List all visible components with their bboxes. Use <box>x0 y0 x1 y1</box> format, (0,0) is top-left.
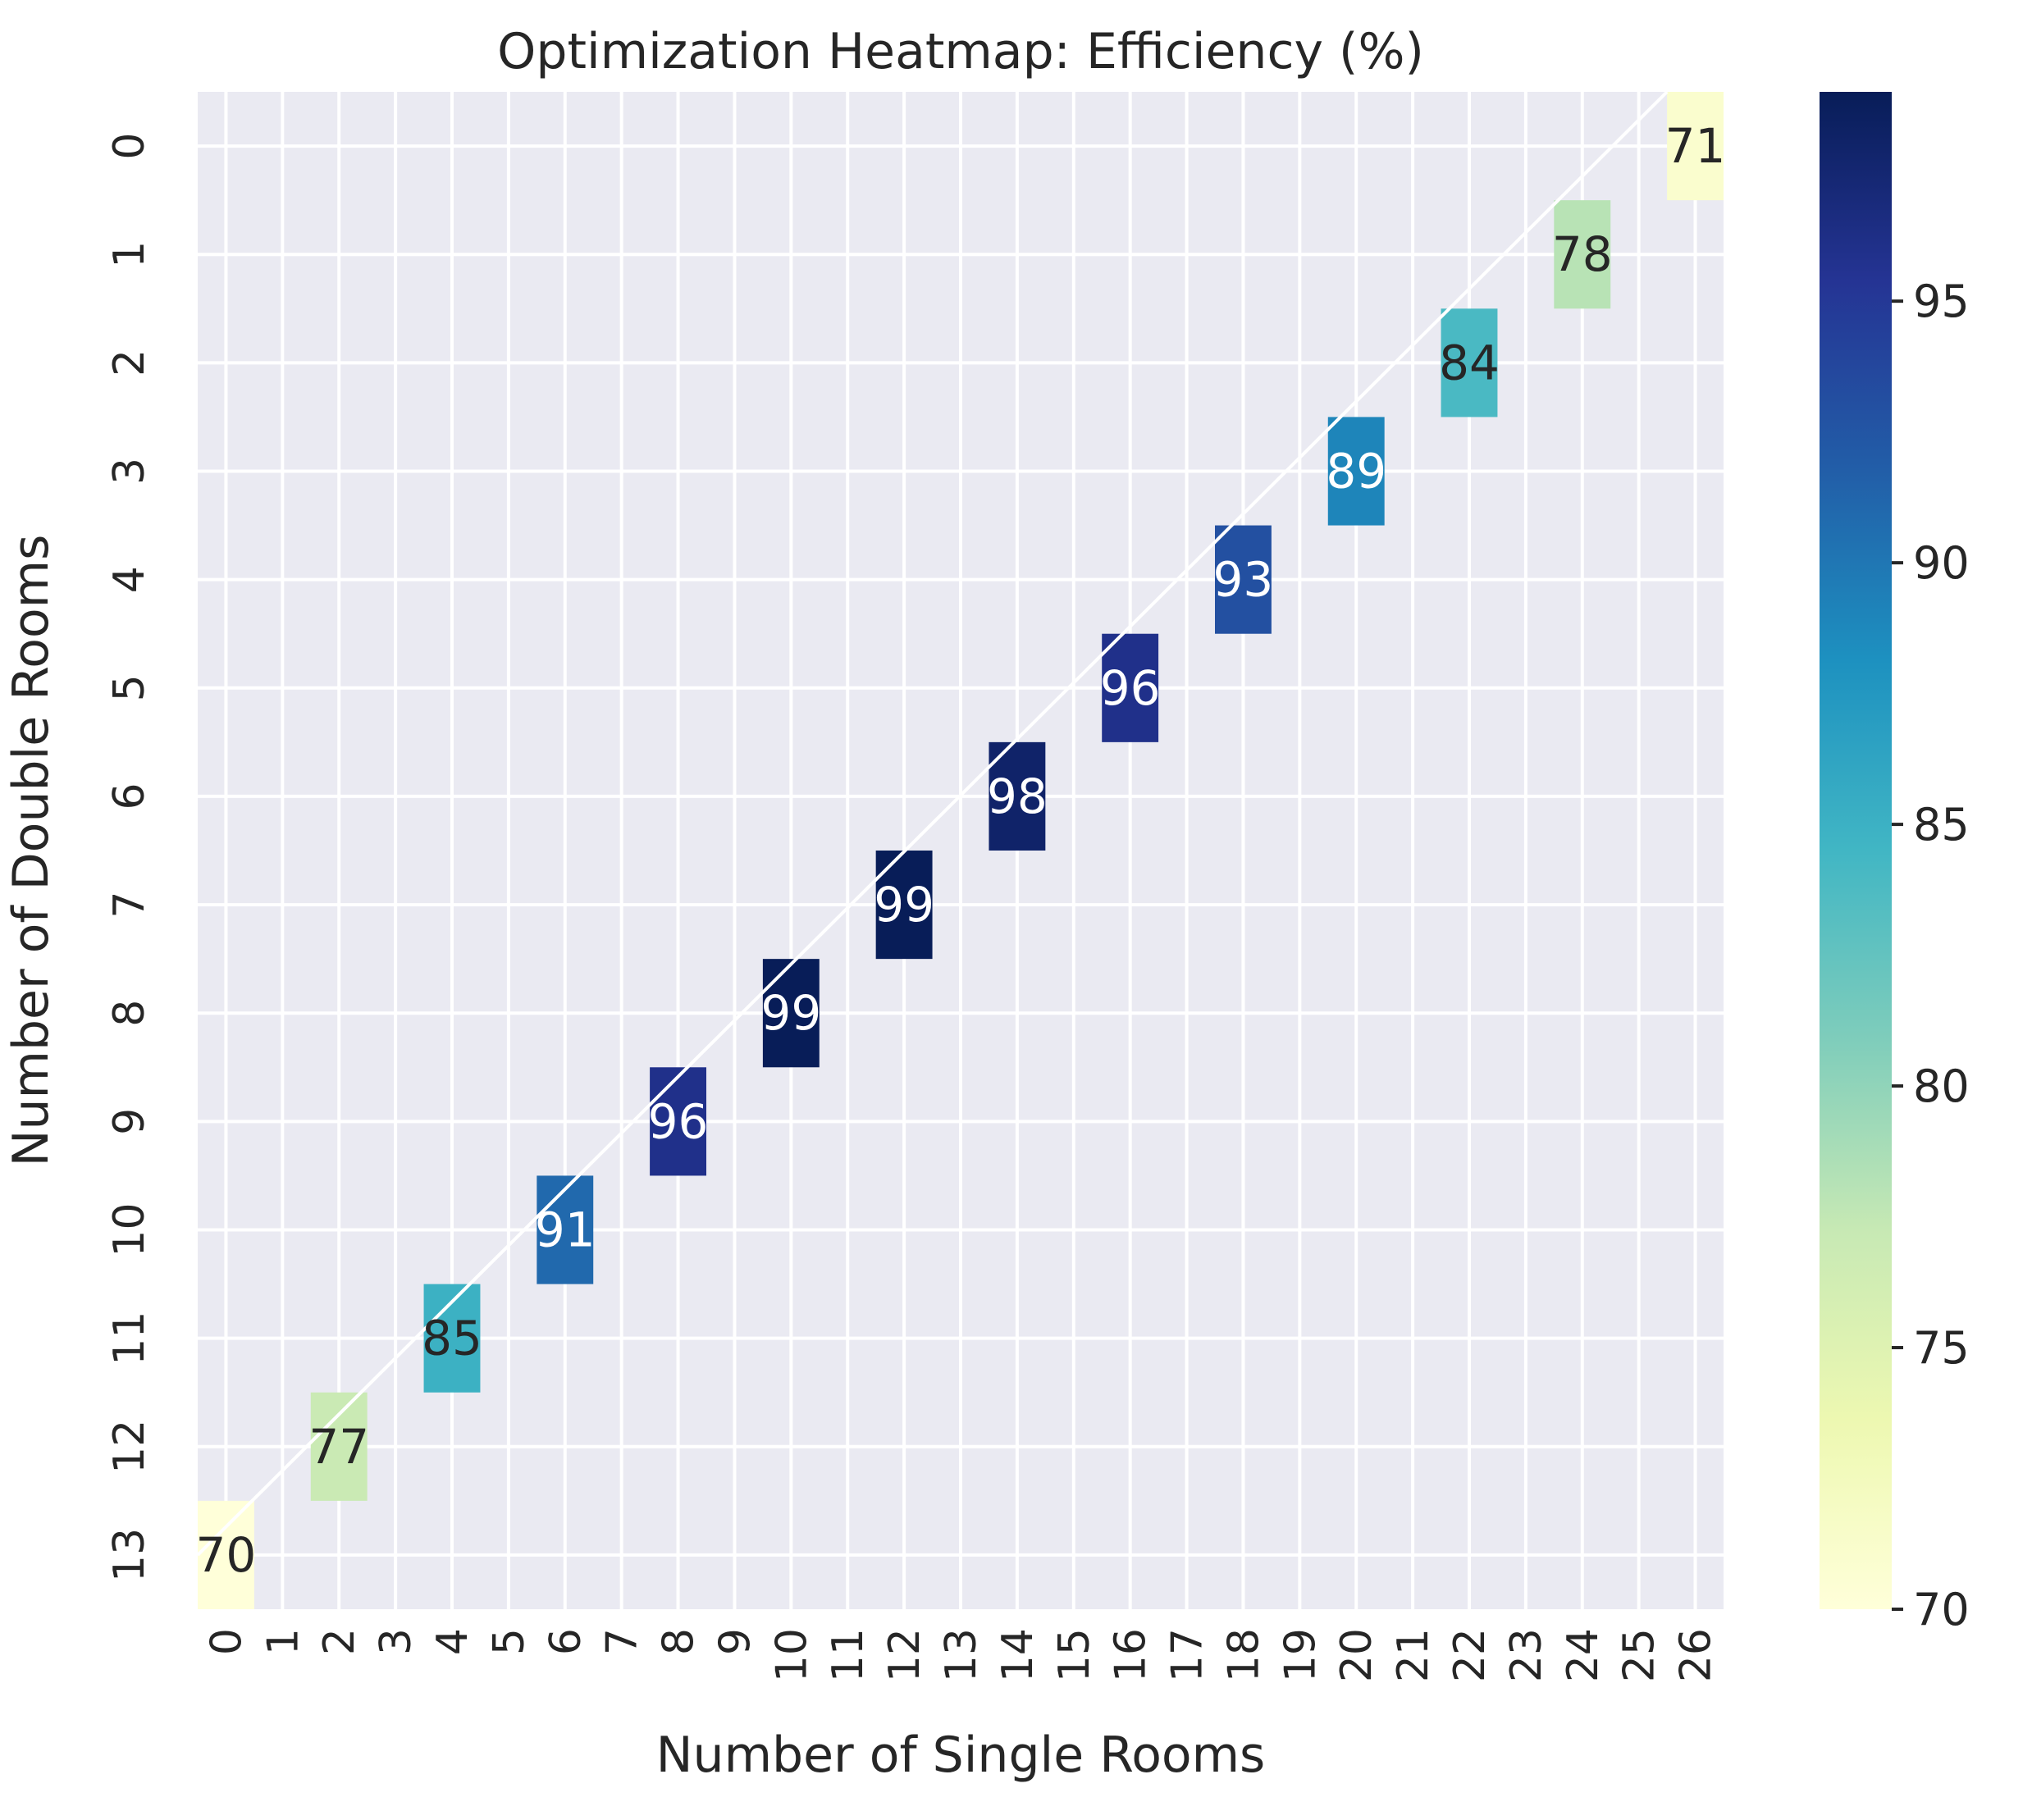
x-tick-label: 21 <box>1389 1628 1438 1682</box>
x-tick-label: 0 <box>202 1628 251 1655</box>
heatmap-cell <box>537 1175 594 1284</box>
x-axis-label: Number of Single Rooms <box>656 1726 1266 1784</box>
cell-labels: 71 78 84 89 93 96 98 99 99 96 91 85 77 70 <box>196 118 1726 1583</box>
y-tick-label: 12 <box>105 1420 154 1474</box>
cell-value-label: 98 <box>987 769 1048 824</box>
x-tick-label: 25 <box>1615 1628 1664 1682</box>
x-tick-label: 24 <box>1559 1628 1608 1682</box>
x-tick-label: 20 <box>1332 1628 1381 1682</box>
y-tick-label: 9 <box>105 1108 154 1135</box>
grid <box>198 92 1724 1609</box>
cell-value-label: 99 <box>760 985 821 1041</box>
colorbar-tick-label: 80 <box>1913 1061 1970 1112</box>
x-tick-label: 16 <box>1107 1628 1156 1682</box>
heatmap-cell <box>1441 308 1498 417</box>
x-tick-label: 8 <box>655 1628 704 1655</box>
x-tick-label: 14 <box>993 1628 1043 1682</box>
x-tick-label: 6 <box>541 1628 591 1655</box>
y-tick-label: 10 <box>105 1202 154 1257</box>
colorbar-tick-label: 70 <box>1913 1584 1970 1635</box>
cell-value-label: 70 <box>196 1527 257 1583</box>
y-tick-label: 2 <box>105 349 154 376</box>
x-tick-label: 17 <box>1163 1628 1212 1682</box>
x-tick-label: 26 <box>1672 1628 1721 1682</box>
x-tick-label: 15 <box>1050 1628 1099 1682</box>
heatmap-cell <box>1554 200 1611 309</box>
cell-value-label: 71 <box>1665 118 1726 174</box>
heatmap-cell <box>989 741 1046 851</box>
x-tick-label: 1 <box>258 1628 308 1655</box>
colorbar-tick-label: 85 <box>1913 799 1970 851</box>
cell-value-label: 77 <box>308 1419 369 1475</box>
cell-value-label: 96 <box>648 1093 709 1149</box>
x-tick-label: 9 <box>710 1628 760 1655</box>
colorbar-tick-label: 75 <box>1913 1322 1970 1374</box>
colorbar-tick-label: 90 <box>1913 537 1970 589</box>
x-tick-label: 12 <box>880 1628 929 1682</box>
heatmap-cell <box>1215 525 1272 634</box>
cell-value-label: 78 <box>1552 226 1613 282</box>
y-tick-label: 0 <box>105 133 154 160</box>
heatmap-cells <box>198 92 1724 1609</box>
y-tick-label: 13 <box>105 1528 154 1582</box>
cell-value-label: 96 <box>1100 660 1161 716</box>
x-tick-label: 7 <box>598 1628 647 1655</box>
heatmap-cell <box>1102 633 1159 742</box>
heatmap-cell <box>1667 92 1724 201</box>
heatmap-cell <box>310 1392 368 1501</box>
heatmap-cell <box>198 1500 254 1609</box>
x-tick-label: 13 <box>937 1628 986 1682</box>
colorbar <box>1820 92 1892 1609</box>
x-tick-label: 23 <box>1502 1628 1551 1682</box>
cell-value-label: 84 <box>1439 335 1500 390</box>
y-tick-label: 5 <box>105 674 154 701</box>
x-tick-label: 18 <box>1219 1628 1268 1682</box>
y-tick-label: 7 <box>105 892 154 919</box>
heatmap-cell <box>650 1067 706 1176</box>
y-tick-label: 4 <box>105 566 154 593</box>
x-tick-label: 5 <box>485 1628 534 1655</box>
cell-value-label: 89 <box>1326 444 1386 499</box>
x-tick-label: 10 <box>767 1628 816 1682</box>
y-tick-label: 1 <box>105 241 154 268</box>
heatmap-cell <box>762 959 820 1068</box>
colorbar-tick-label: 95 <box>1913 276 1970 327</box>
y-axis-label: Number of Double Rooms <box>2 535 60 1167</box>
heatmap-cell <box>1327 417 1385 526</box>
cell-value-label: 93 <box>1213 552 1274 608</box>
y-tick-label: 6 <box>105 782 154 810</box>
x-tick-label: 19 <box>1276 1628 1325 1682</box>
chart-title: Optimization Heatmap: Efficiency (%) <box>497 23 1424 80</box>
x-tick-label: 2 <box>315 1628 364 1655</box>
y-tick-label: 8 <box>105 1000 154 1027</box>
x-tick-label: 22 <box>1445 1628 1495 1682</box>
x-tick-label: 4 <box>428 1628 477 1655</box>
x-tick-label: 11 <box>824 1628 873 1682</box>
diagonal-line <box>196 90 1669 1557</box>
x-tick-label: 3 <box>372 1628 421 1655</box>
colorbar-ticks: 70 75 80 85 90 95 <box>1892 276 1970 1635</box>
cell-value-label: 91 <box>535 1202 596 1258</box>
y-tick-label: 11 <box>105 1311 154 1366</box>
x-axis-ticks: 0 1 2 3 4 5 6 7 8 9 10 11 12 13 14 15 16 17 18 19 20 21 22 23 24… <box>202 1628 1720 1682</box>
cell-value-label: 85 <box>422 1311 482 1366</box>
cell-value-label: 99 <box>874 877 934 933</box>
y-tick-label: 3 <box>105 458 154 485</box>
